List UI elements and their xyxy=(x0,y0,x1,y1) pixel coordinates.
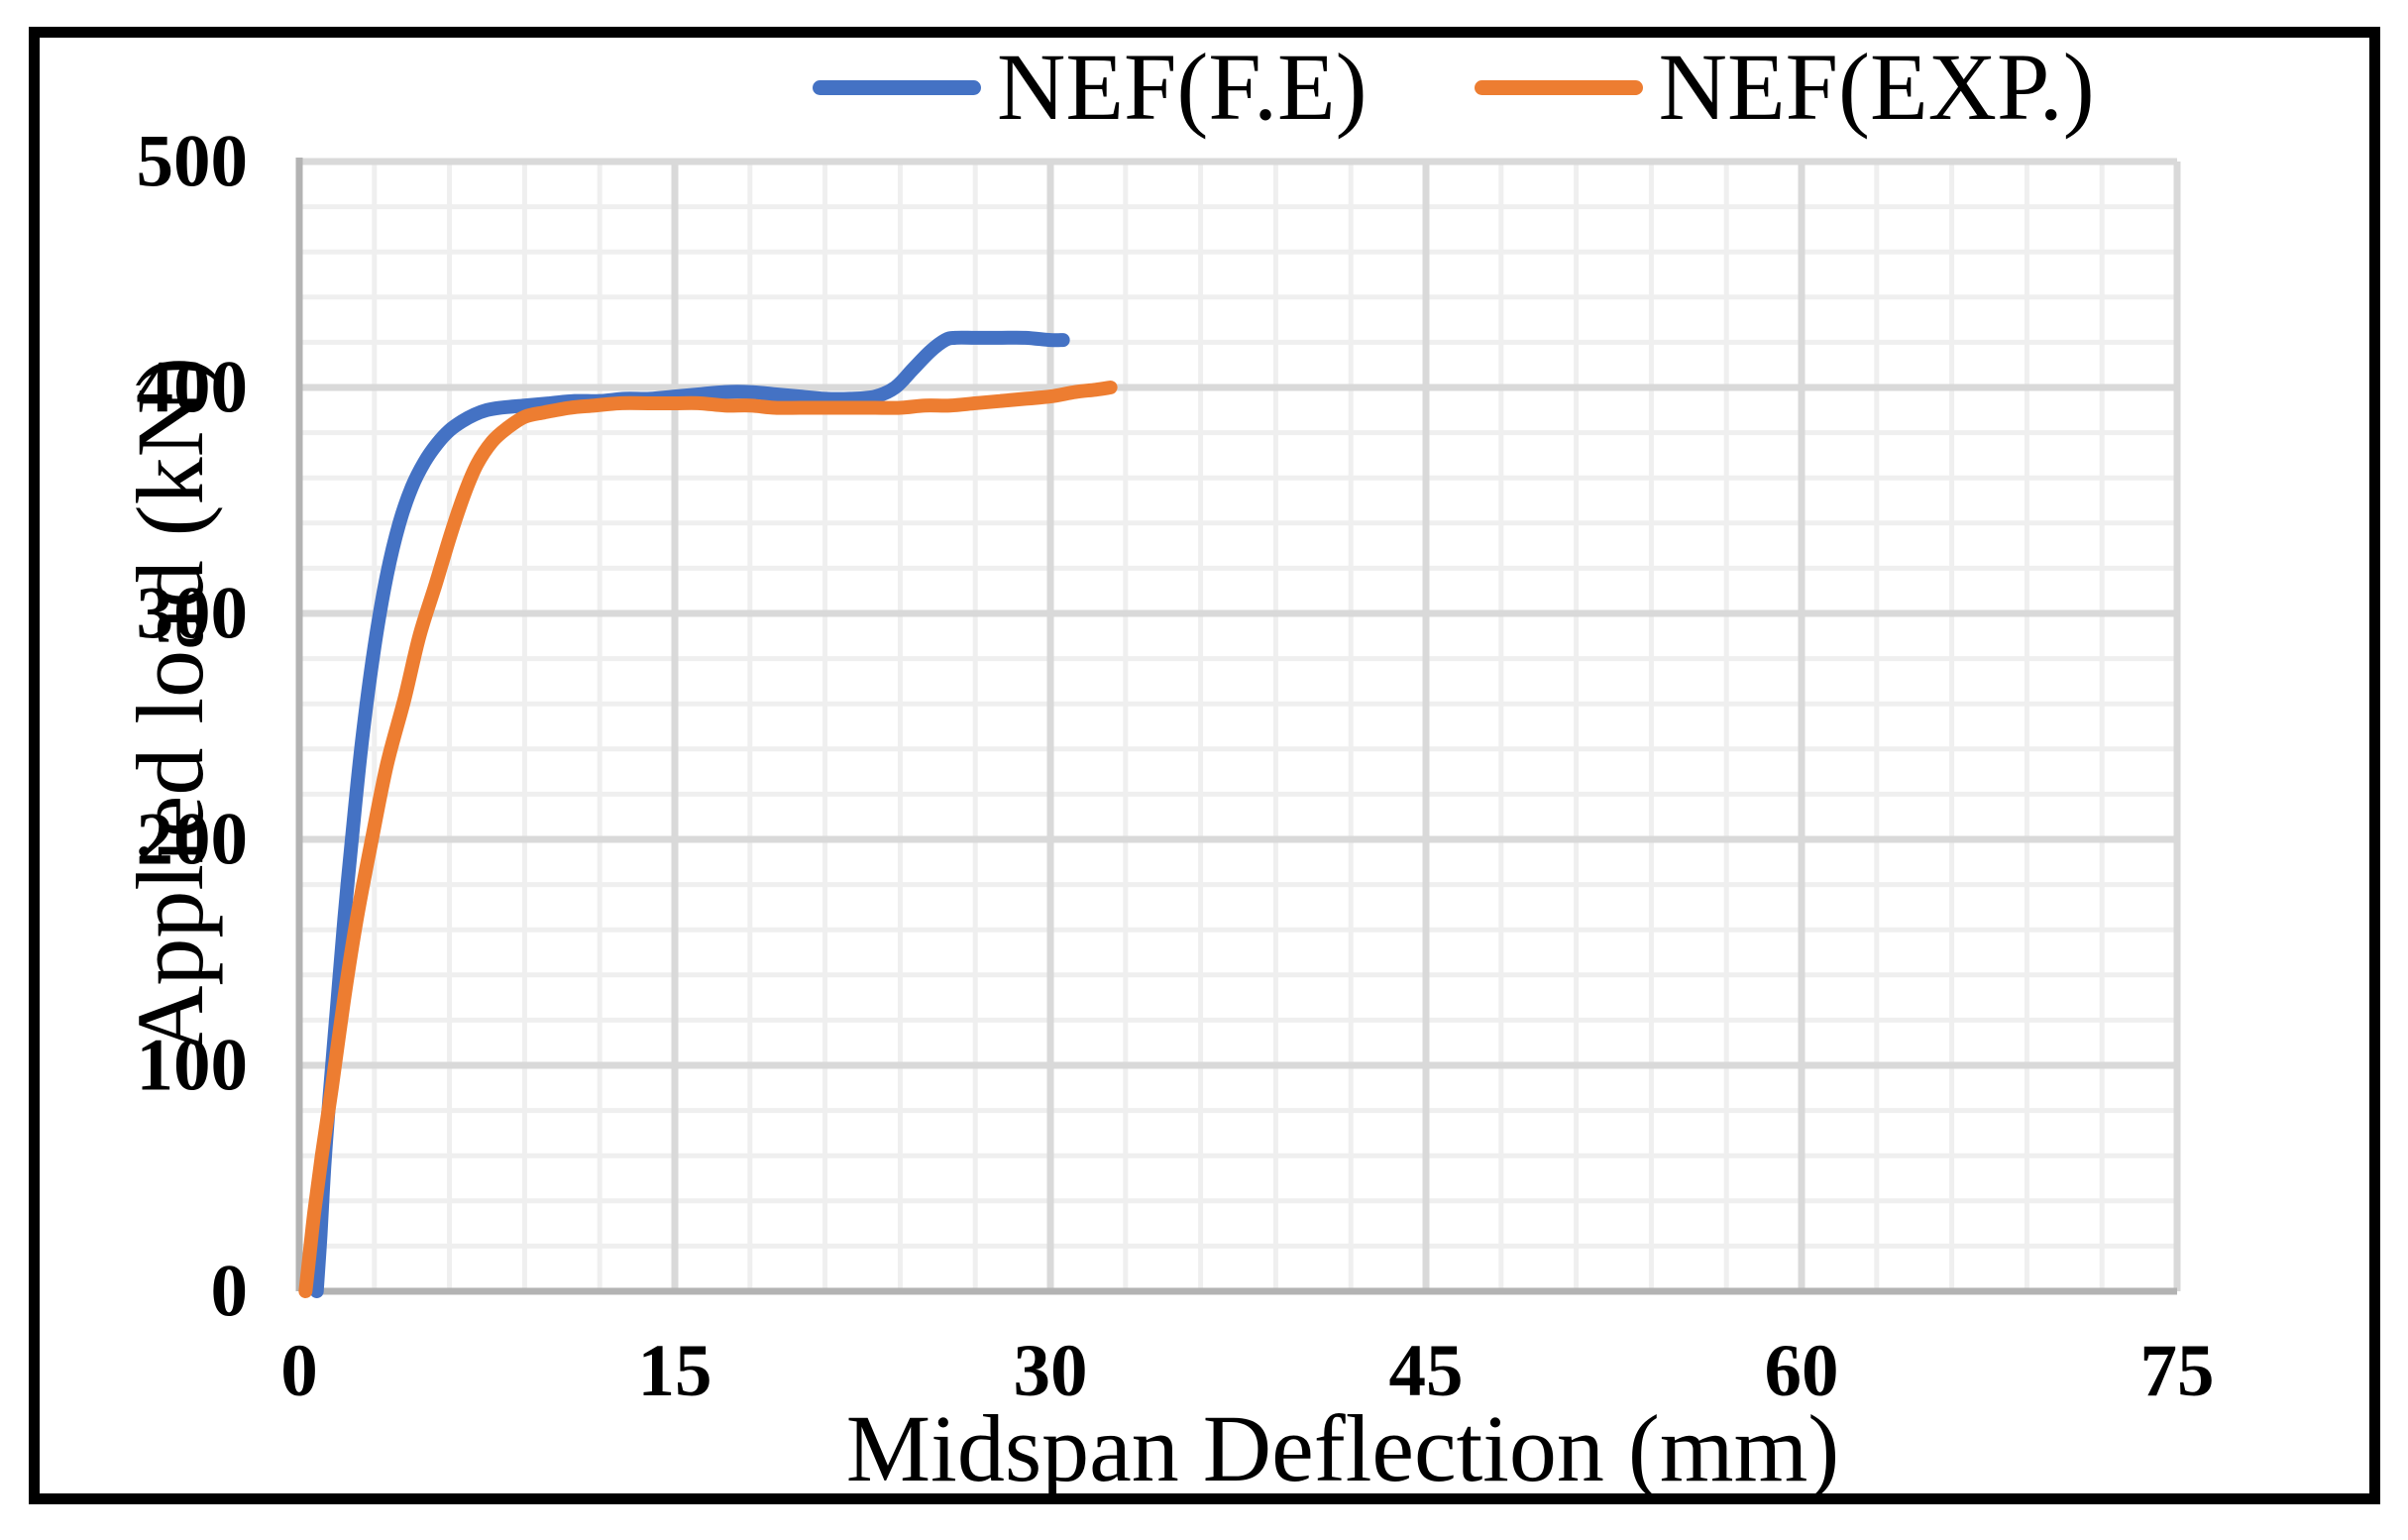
legend-label-nef-fe: NEF(F.E) xyxy=(997,34,1368,140)
y-tick-label: 400 xyxy=(136,346,249,429)
legend-line-swatch-nef-fe xyxy=(813,79,981,95)
series-line-0 xyxy=(309,330,1070,1298)
legend-item-nef-exp: NEF(EXP.) xyxy=(1474,28,2095,147)
y-tick-label: 300 xyxy=(136,572,249,655)
y-tick-label: 200 xyxy=(136,798,249,881)
x-tick-label: 30 xyxy=(1013,1330,1088,1412)
x-tick-label: 60 xyxy=(1764,1330,1839,1412)
y-tick-label: 0 xyxy=(210,1250,249,1333)
legend-label-nef-exp: NEF(EXP.) xyxy=(1658,34,2095,140)
y-axis-title: Applied load (kN) xyxy=(117,357,223,1054)
legend-line-swatch-nef-exp xyxy=(1474,79,1643,95)
y-tick-label: 500 xyxy=(136,120,249,203)
x-tick-label: 75 xyxy=(2139,1330,2215,1412)
figure-border xyxy=(29,27,2380,1504)
x-tick-label: 0 xyxy=(280,1330,318,1412)
x-tick-label: 45 xyxy=(1388,1330,1464,1412)
x-axis-title: Midspan Deflection (mm) xyxy=(845,1395,1840,1501)
y-tick-label: 100 xyxy=(136,1024,249,1107)
legend-item-nef-fe: NEF(F.E) xyxy=(813,28,1368,147)
x-tick-label: 15 xyxy=(637,1330,712,1412)
series-line-1 xyxy=(298,381,1118,1298)
chart-legend: NEF(F.E) NEF(EXP.) xyxy=(813,28,2095,147)
